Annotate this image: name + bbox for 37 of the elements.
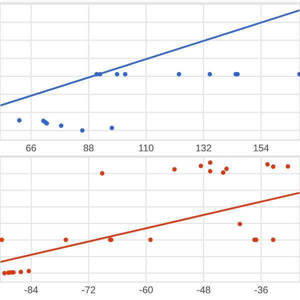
x-tick-label: 154	[254, 144, 269, 152]
x-tick-label: -72	[82, 286, 96, 294]
point	[18, 270, 23, 274]
point	[17, 118, 22, 123]
x-tick-label: -84	[24, 286, 38, 294]
point	[208, 160, 212, 165]
point	[110, 126, 114, 130]
point	[148, 238, 153, 242]
point	[265, 162, 270, 166]
point	[224, 166, 229, 172]
point	[0, 238, 4, 242]
point	[286, 164, 290, 169]
point	[122, 72, 128, 76]
point	[238, 222, 242, 226]
x-tick-label: -36	[254, 286, 268, 294]
point	[26, 268, 31, 274]
point	[100, 171, 104, 176]
point	[208, 72, 212, 76]
x-tick-label: -60	[140, 286, 153, 294]
point	[114, 72, 120, 76]
x-tick-label: -48	[197, 286, 210, 294]
x-tick-label: 66	[26, 144, 36, 152]
point	[271, 238, 276, 242]
point	[208, 169, 212, 174]
point	[80, 128, 85, 133]
point	[98, 72, 102, 76]
x-tick-label: 88	[84, 144, 94, 152]
point	[64, 238, 68, 242]
x-tick-label: 132	[196, 144, 212, 152]
x-tick-label: 110	[139, 144, 154, 152]
point	[198, 164, 204, 168]
point	[172, 167, 177, 172]
point	[220, 170, 226, 175]
point	[2, 270, 7, 276]
point	[176, 72, 182, 76]
point	[58, 123, 64, 128]
point	[271, 164, 276, 169]
